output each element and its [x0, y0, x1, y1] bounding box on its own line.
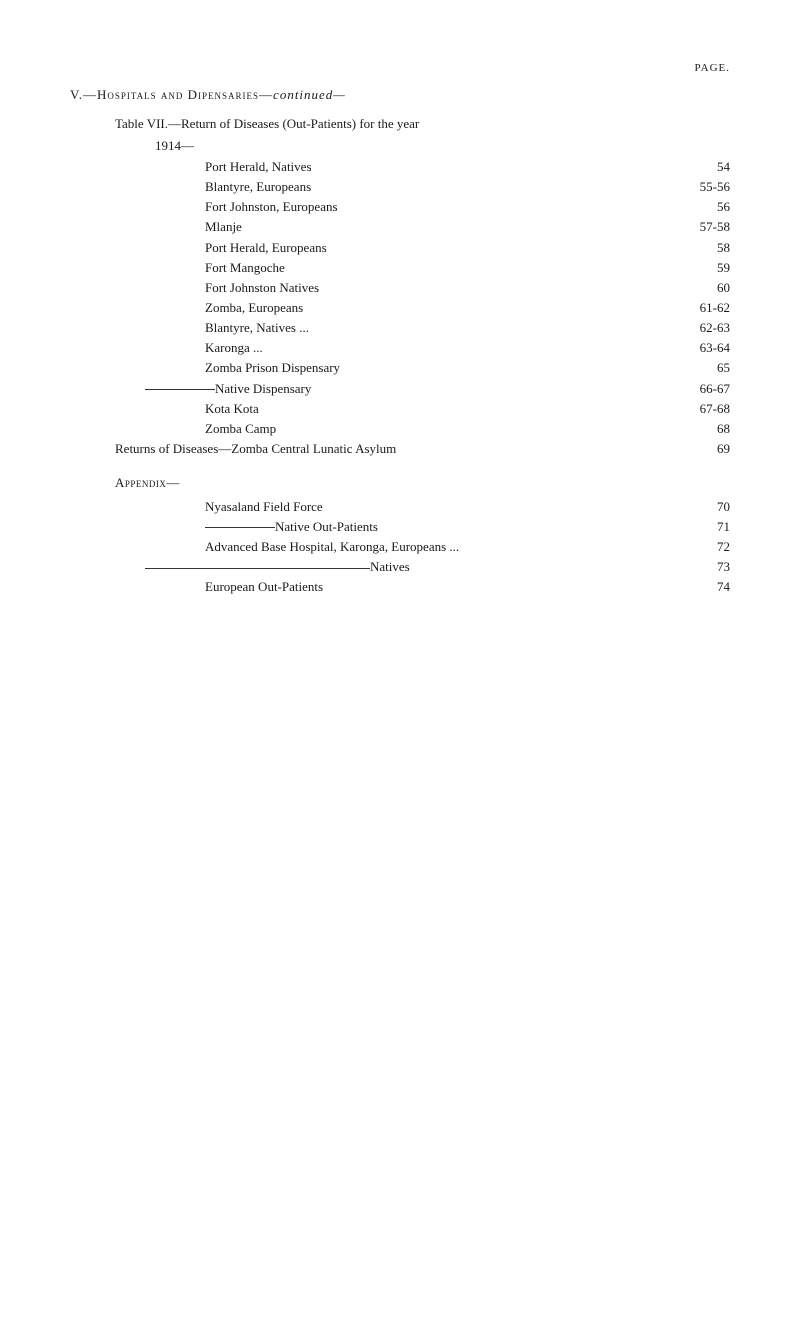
- toc-page: 55-56: [675, 177, 730, 197]
- toc-page: 63-64: [675, 338, 730, 358]
- toc-page: 62-63: [675, 318, 730, 338]
- toc-page: 58: [675, 238, 730, 258]
- toc-label: Port Herald, Natives: [205, 157, 312, 177]
- toc-dots: [404, 452, 667, 453]
- toc-dots: [267, 412, 667, 413]
- table-year: 1914—: [155, 136, 730, 156]
- toc-page: 74: [675, 577, 730, 597]
- toc-entry: European Out-Patients 74: [205, 577, 730, 597]
- leader-dash: [145, 389, 215, 390]
- toc-label: Blantyre, Natives ...: [205, 318, 309, 338]
- toc-label: Zomba Camp: [205, 419, 276, 439]
- toc-label: Nyasaland Field Force: [205, 497, 323, 517]
- toc-dots: [293, 271, 667, 272]
- toc-dots: [331, 510, 667, 511]
- page-label: PAGE.: [70, 60, 730, 77]
- leader-dash: [145, 568, 370, 569]
- toc-dots: [284, 432, 667, 433]
- table-title: Table VII.—Return of Diseases (Out-Patie…: [115, 114, 730, 134]
- toc-dots: [327, 291, 667, 292]
- toc-entry: Blantyre, Europeans 55-56: [205, 177, 730, 197]
- toc-page: 61-62: [675, 298, 730, 318]
- toc-entry: Natives 73: [145, 557, 730, 577]
- toc-page: 70: [675, 497, 730, 517]
- toc-entry: Zomba, Europeans 61-62: [205, 298, 730, 318]
- toc-entry-returns: Returns of Diseases—Zomba Central Lunati…: [115, 439, 730, 459]
- toc-entry: Native Out-Patients 71: [205, 517, 730, 537]
- toc-entry: Blantyre, Natives ... 62-63: [205, 318, 730, 338]
- toc-dots: [319, 392, 667, 393]
- toc-dots: [319, 190, 667, 191]
- toc-dots: [418, 570, 667, 571]
- toc-page: 72: [675, 537, 730, 557]
- section-header: V.—Hospitals and Dipensaries—continued—: [70, 85, 730, 105]
- toc-label: Mlanje: [205, 217, 242, 237]
- toc-label: Zomba Prison Dispensary: [205, 358, 340, 378]
- toc-label: European Out-Patients: [205, 577, 323, 597]
- toc-dots: [250, 230, 667, 231]
- toc-page: 71: [675, 517, 730, 537]
- toc-label: Advanced Base Hospital, Karonga, Europea…: [205, 537, 459, 557]
- toc-page: 73: [675, 557, 730, 577]
- toc-page: 65: [675, 358, 730, 378]
- toc-page: 60: [675, 278, 730, 298]
- toc-entry: Port Herald, Europeans 58: [205, 238, 730, 258]
- appendix-header: Appendix—: [115, 473, 730, 493]
- toc-entry: Port Herald, Natives 54: [205, 157, 730, 177]
- toc-label: Karonga ...: [205, 338, 263, 358]
- toc-entry: Fort Johnston, Europeans 56: [205, 197, 730, 217]
- toc-label: Blantyre, Europeans: [205, 177, 311, 197]
- toc-page: 54: [675, 157, 730, 177]
- toc-dots: [386, 530, 667, 531]
- toc-entry: Karonga ... 63-64: [205, 338, 730, 358]
- toc-page: 57-58: [675, 217, 730, 237]
- section-title-caps: Hospitals and Dipensaries—: [97, 87, 273, 102]
- toc-label: Native Dispensary: [145, 379, 311, 399]
- toc-label: Kota Kota: [205, 399, 259, 419]
- toc-entry: Mlanje 57-58: [205, 217, 730, 237]
- toc-dots: [331, 590, 667, 591]
- toc-label: Natives: [145, 557, 410, 577]
- toc-page: 56: [675, 197, 730, 217]
- section-title-italic: continued—: [273, 87, 346, 102]
- toc-entry: Fort Mangoche 59: [205, 258, 730, 278]
- toc-page: 59: [675, 258, 730, 278]
- toc-label: Fort Johnston Natives: [205, 278, 319, 298]
- toc-dots: [348, 371, 667, 372]
- toc-label: Fort Mangoche: [205, 258, 285, 278]
- toc-entry: Zomba Camp 68: [205, 419, 730, 439]
- toc-page: 67-68: [675, 399, 730, 419]
- toc-dots: [311, 311, 667, 312]
- toc-label: Native Out-Patients: [205, 517, 378, 537]
- toc-dots: [317, 331, 667, 332]
- toc-page: 66-67: [675, 379, 730, 399]
- toc-label: Fort Johnston, Europeans: [205, 197, 338, 217]
- toc-entry: Zomba Prison Dispensary 65: [205, 358, 730, 378]
- toc-label: Zomba, Europeans: [205, 298, 303, 318]
- toc-label: Returns of Diseases—Zomba Central Lunati…: [115, 439, 396, 459]
- toc-dots: [320, 170, 667, 171]
- toc-page: 68: [675, 419, 730, 439]
- roman-numeral: V.—: [70, 87, 97, 102]
- toc-entry: Nyasaland Field Force 70: [205, 497, 730, 517]
- toc-dots: [335, 251, 667, 252]
- toc-dots: [467, 550, 667, 551]
- toc-dots: [346, 210, 667, 211]
- toc-entry: Kota Kota 67-68: [205, 399, 730, 419]
- toc-entry: Fort Johnston Natives 60: [205, 278, 730, 298]
- leader-dash: [205, 527, 275, 528]
- toc-dots: [271, 351, 667, 352]
- toc-label: Port Herald, Europeans: [205, 238, 327, 258]
- toc-entry: Advanced Base Hospital, Karonga, Europea…: [205, 537, 730, 557]
- toc-entry: Native Dispensary 66-67: [145, 379, 730, 399]
- toc-page: 69: [675, 439, 730, 459]
